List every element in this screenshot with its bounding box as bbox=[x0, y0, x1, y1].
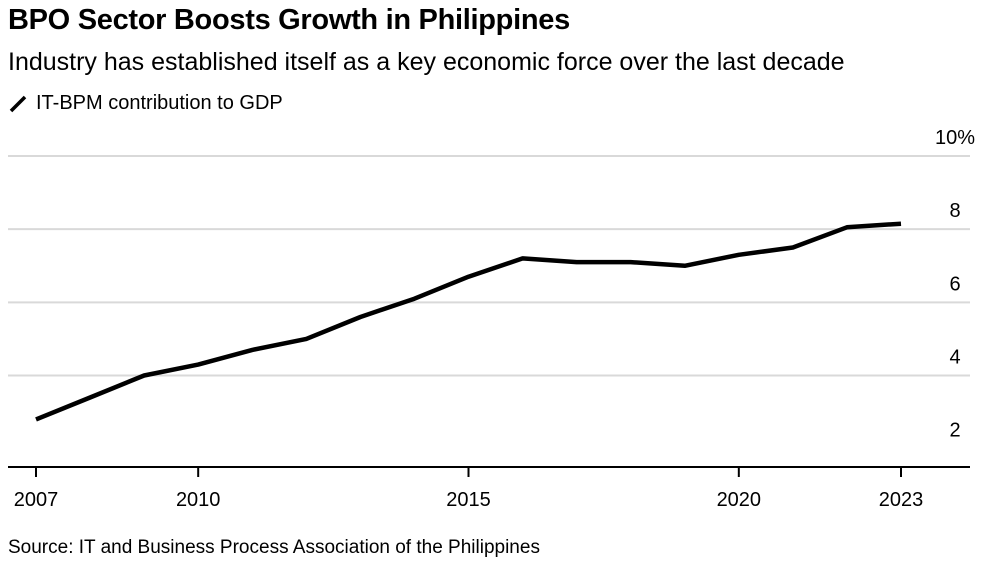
chart-title: BPO Sector Boosts Growth in Philippines bbox=[8, 4, 570, 36]
series-line-0 bbox=[35, 221, 902, 422]
x-tick-label-2023: 2023 bbox=[879, 489, 924, 511]
legend-label: IT-BPM contribution to GDP bbox=[36, 92, 283, 114]
y-tick-label-8: 8 bbox=[949, 200, 960, 222]
x-tick-label-2015: 2015 bbox=[446, 489, 491, 511]
y-tick-label-4: 4 bbox=[949, 347, 960, 369]
y-tick-label-6: 6 bbox=[949, 273, 960, 295]
chart-subtitle: Industry has established itself as a key… bbox=[8, 48, 845, 76]
y-tick-label-10: 10% bbox=[935, 127, 975, 149]
x-tick-label-2010: 2010 bbox=[176, 489, 221, 511]
legend-line-icon bbox=[9, 95, 27, 112]
y-tick-label-2: 2 bbox=[949, 420, 960, 442]
x-tick-label-2020: 2020 bbox=[717, 489, 762, 511]
legend: IT-BPM contribution to GDP bbox=[8, 92, 283, 115]
source-note: Source: IT and Business Process Associat… bbox=[8, 537, 540, 558]
x-tick-label-2007: 2007 bbox=[14, 489, 59, 511]
